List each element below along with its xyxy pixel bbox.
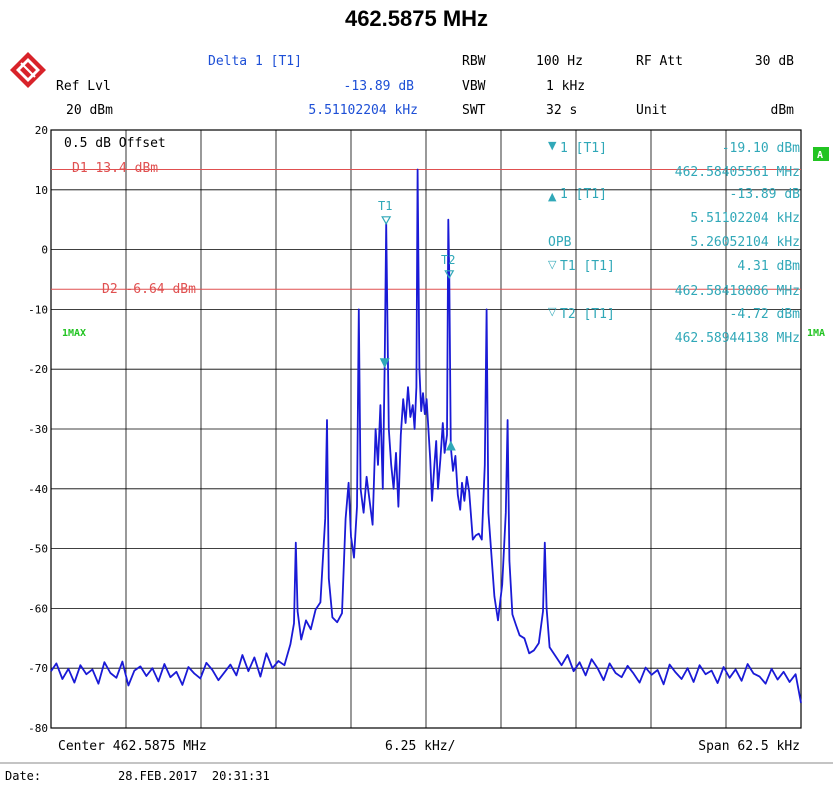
marker-d1 xyxy=(445,440,456,451)
vbw-value: 1 kHz xyxy=(546,79,586,94)
marker-t1-frequency: 462.58418086 MHz xyxy=(675,284,800,299)
markers xyxy=(379,216,456,451)
marker-1-label: 1 [T1] xyxy=(560,141,607,156)
trace-1max xyxy=(50,168,802,704)
sweep-time-label: SWT xyxy=(462,103,486,118)
rf-attenuation-label: RF Att xyxy=(636,54,683,69)
rbw-label: RBW xyxy=(462,54,486,69)
t2-tag: T2 xyxy=(441,253,455,267)
delta-marker-frequency: 5.51102204 kHz xyxy=(308,103,418,118)
rbw-value: 100 Hz xyxy=(536,54,583,69)
unit-value: dBm xyxy=(770,103,794,118)
marker-delta-label: 1 [T1] xyxy=(560,187,607,202)
trace-label-right: 1MA xyxy=(807,328,825,339)
d2-label: D2 -6.64 dBm xyxy=(102,282,196,297)
ref-level-label: Ref Lvl xyxy=(56,79,111,94)
marker-delta-symbol: ▲ xyxy=(548,190,557,203)
y-tick-label: -50 xyxy=(28,543,48,556)
a-badge: A xyxy=(817,150,823,161)
d1-label: D1 13.4 dBm xyxy=(72,161,158,176)
marker-delta-frequency: 5.51102204 kHz xyxy=(690,211,800,226)
sweep-time-value: 32 s xyxy=(546,103,578,118)
marker-t1-symbol: ▽ xyxy=(548,258,557,271)
delta-marker-label: Delta 1 [T1] xyxy=(208,54,302,69)
display-lines xyxy=(51,168,801,290)
obw-value: 5.26052104 kHz xyxy=(690,235,800,250)
frequency-per-division: 6.25 kHz/ xyxy=(385,739,455,754)
plot-grid xyxy=(51,130,801,728)
date-value: 28.FEB.2017 20:31:31 xyxy=(118,769,270,783)
y-tick-label: -70 xyxy=(28,662,48,675)
chart-title: 462.5875 MHz xyxy=(344,6,489,31)
y-tick-label: 0 xyxy=(41,244,48,257)
marker-t2-symbol: ▽ xyxy=(548,305,557,318)
y-tick-label: -60 xyxy=(28,602,48,615)
rohde-schwarz-logo xyxy=(10,52,46,88)
marker-t1-value: 4.31 dBm xyxy=(737,259,800,274)
center-frequency: Center 462.5875 MHz xyxy=(58,739,207,754)
y-tick-label: 10 xyxy=(35,184,48,197)
unit-label: Unit xyxy=(636,103,668,118)
vbw-label: VBW xyxy=(462,79,486,94)
y-tick-label: -40 xyxy=(28,483,48,496)
marker-1-frequency: 462.58405561 MHz xyxy=(675,165,800,180)
marker-t2-label: T2 [T1] xyxy=(560,307,615,322)
rf-attenuation-value: 30 dB xyxy=(754,54,794,69)
t1-tag: T1 xyxy=(378,199,392,213)
y-tick-labels: 20 10 0 -10 -20 -30 -40 -50 -60 -70 -80 xyxy=(28,124,48,735)
marker-t1 xyxy=(381,216,392,226)
obw-label: OPB xyxy=(548,235,572,250)
y-tick-label: -20 xyxy=(28,363,48,376)
delta-marker-value: -13.89 dB xyxy=(343,79,414,94)
ref-level-value: 20 dBm xyxy=(66,103,113,118)
y-tick-label: -80 xyxy=(28,722,48,735)
marker-delta-value: -13.89 dB xyxy=(730,187,801,202)
marker-1 xyxy=(379,358,390,369)
date-label: Date: xyxy=(5,769,41,783)
marker-t1-label: T1 [T1] xyxy=(560,259,615,274)
marker-1-symbol: ▼ xyxy=(548,139,557,152)
span: Span 62.5 kHz xyxy=(698,739,800,754)
a-badge-box xyxy=(813,147,829,161)
offset-label: 0.5 dB Offset xyxy=(64,136,166,151)
y-tick-label: -10 xyxy=(28,303,48,316)
y-tick-label: 20 xyxy=(35,124,48,137)
marker-t2-frequency: 462.58944138 MHz xyxy=(675,331,800,346)
marker-panel: ▼ 1 [T1] -19.10 dBm 462.58405561 MHz ▲ 1… xyxy=(548,139,800,346)
y-tick-label: -30 xyxy=(28,423,48,436)
marker-t2-value: -4.72 dBm xyxy=(730,307,801,322)
trace-label-left: 1MAX xyxy=(62,328,86,339)
marker-1-value: -19.10 dBm xyxy=(722,141,800,156)
marker-t2 xyxy=(444,270,455,280)
